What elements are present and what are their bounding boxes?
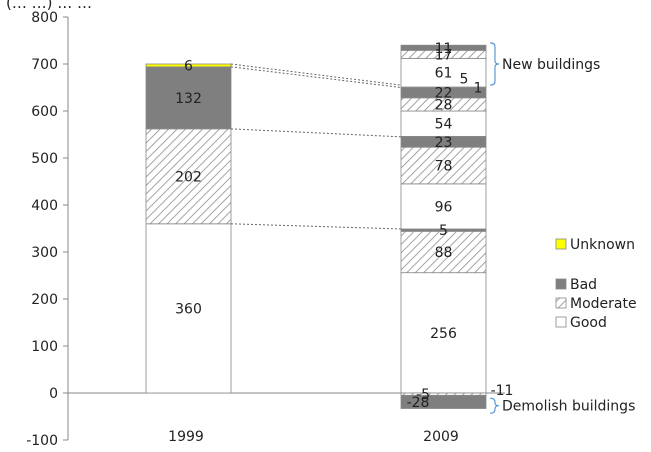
segment-label: 17 bbox=[435, 47, 453, 63]
connector-line bbox=[230, 128, 402, 138]
segment-label: 23 bbox=[435, 135, 453, 151]
bar-segment bbox=[145, 223, 232, 394]
bar-segment bbox=[145, 66, 232, 130]
y-tick-label: -100 bbox=[26, 433, 58, 449]
segment-label: 1 bbox=[474, 80, 483, 96]
connector-lines bbox=[230, 63, 402, 230]
bar-segment bbox=[145, 63, 232, 68]
segment-label: 54 bbox=[435, 117, 453, 133]
segment-label: 11 bbox=[435, 41, 453, 57]
x-tick-label: 2009 bbox=[423, 429, 459, 445]
bar-segment bbox=[145, 128, 232, 225]
annotation-label: New buildings bbox=[502, 57, 600, 73]
segment-label: 132 bbox=[175, 91, 202, 107]
annotations: New buildings Demolish buildings bbox=[489, 42, 635, 415]
y-tick-label: 0 bbox=[49, 386, 58, 402]
annotation-bracket bbox=[489, 42, 500, 86]
bar-segment bbox=[400, 183, 487, 230]
segment-label: 78 bbox=[435, 159, 453, 175]
legend-label: Good bbox=[570, 315, 607, 331]
bar-segment bbox=[400, 44, 487, 51]
segment-label: 6 bbox=[184, 58, 193, 74]
legend-swatch bbox=[555, 278, 567, 290]
y-tick-label: 600 bbox=[31, 104, 58, 120]
axes: -100 0 100 200 300 400 500 600 700 800 bbox=[26, 10, 505, 449]
bar-segment bbox=[400, 272, 487, 394]
segment-label: 28 bbox=[435, 97, 453, 113]
bar-segment bbox=[400, 230, 487, 274]
x-tick-label: 1999 bbox=[168, 429, 204, 445]
segment-label: -5 bbox=[416, 387, 430, 403]
segment-label: 202 bbox=[175, 169, 202, 185]
segment-label: 360 bbox=[175, 301, 202, 317]
bar-segment bbox=[400, 146, 487, 185]
segment-label: 61 bbox=[435, 66, 453, 82]
y-tick-label: 800 bbox=[31, 10, 58, 26]
y-tick-label: 100 bbox=[31, 339, 58, 355]
connector-line bbox=[230, 63, 402, 86]
annotation-bracket bbox=[489, 397, 500, 414]
segment-label: 96 bbox=[435, 199, 453, 215]
legend-swatch bbox=[555, 316, 567, 328]
y-tick-label: 700 bbox=[31, 57, 58, 73]
legend-swatch bbox=[555, 238, 567, 250]
y-tick-label: 400 bbox=[31, 198, 58, 214]
segment-label: 5 bbox=[439, 223, 448, 239]
segment-label: 22 bbox=[435, 86, 453, 102]
segment-label: -28 bbox=[407, 395, 430, 411]
connector-line bbox=[230, 66, 402, 88]
legend-label: Moderate bbox=[570, 296, 637, 312]
bar-segment-negative bbox=[400, 394, 487, 409]
bar-segment bbox=[400, 57, 487, 88]
bars-group bbox=[145, 44, 487, 409]
legend-label: Unknown bbox=[570, 237, 635, 253]
y-tick-label: 200 bbox=[31, 292, 58, 308]
legend-swatch bbox=[555, 297, 567, 309]
connector-line bbox=[230, 223, 402, 230]
extra-label: 5 bbox=[460, 72, 469, 88]
legend-label: Bad bbox=[570, 277, 597, 293]
y-tick-label: 500 bbox=[31, 151, 58, 167]
y-tick-label: 300 bbox=[31, 245, 58, 261]
legend: Unknown Bad Moderate Good bbox=[555, 237, 637, 331]
segment-label: 256 bbox=[430, 326, 457, 342]
extra-label: -11 bbox=[491, 383, 514, 399]
segment-label: 88 bbox=[435, 245, 453, 261]
title-fragment: (… …) … … bbox=[6, 0, 92, 12]
annotation-label: Demolish buildings bbox=[502, 399, 635, 415]
